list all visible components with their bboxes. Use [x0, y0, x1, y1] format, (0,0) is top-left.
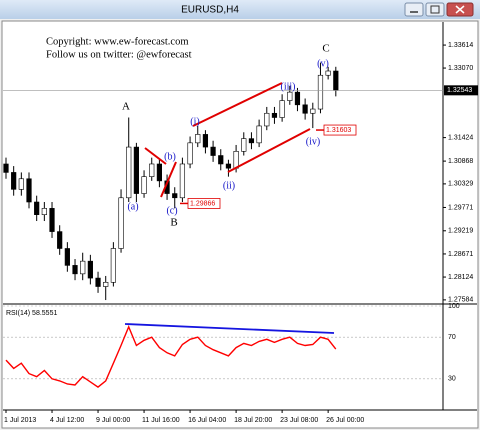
minimize-button[interactable]	[404, 2, 424, 17]
y-tick-label: 1.27584	[448, 297, 473, 304]
candle-body	[110, 248, 116, 283]
x-tick-label: 9 Jul 00:00	[96, 417, 130, 424]
candle-body	[133, 146, 139, 194]
x-tick-label: 11 Jul 16:00	[142, 417, 180, 424]
candle-body	[26, 178, 32, 203]
x-tick-label: 18 Jul 20:00	[234, 417, 272, 424]
candle-body	[156, 163, 163, 182]
candle-body	[80, 260, 86, 275]
candle-body	[149, 163, 155, 177]
current-price-label: 1.32543	[447, 87, 472, 94]
title-bar	[0, 0, 480, 19]
wave-label: (iii)	[281, 81, 296, 92]
candle-body	[103, 281, 109, 287]
candle-body	[179, 163, 186, 199]
candle-body	[18, 178, 24, 190]
window-title: EURUSD,H4	[181, 5, 239, 16]
candle-body	[302, 104, 308, 114]
trend-line	[160, 161, 177, 198]
wave-label: (ii)	[223, 180, 235, 191]
rsi-label: RSI(14) 58.5551	[6, 310, 57, 317]
x-tick-label: 16 Jul 04:00	[188, 417, 226, 424]
x-tick-label: 26 Jul 00:00	[326, 417, 364, 424]
y-tick-label: 1.28124	[448, 274, 473, 281]
trend-line	[192, 82, 283, 127]
y-tick-label: 1.31424	[448, 134, 473, 141]
rsi-tick-label: 100	[448, 303, 460, 310]
level-label: 1.31603	[326, 127, 351, 134]
level-label: 1.29866	[190, 200, 215, 207]
candle-body	[64, 248, 70, 266]
candle-body	[141, 176, 147, 194]
candle-body	[225, 163, 232, 169]
chart-area	[1, 20, 479, 429]
maximize-icon	[430, 5, 440, 14]
rsi-tick-label: 30	[448, 376, 456, 383]
candle-body	[210, 146, 216, 156]
candle-body	[325, 70, 331, 76]
maximize-button[interactable]	[425, 2, 445, 17]
y-tick-label: 1.29219	[448, 228, 473, 235]
candle-body	[72, 265, 78, 275]
candle-body	[264, 112, 270, 127]
wave-label: (c)	[166, 205, 177, 216]
wave-label: C	[322, 43, 329, 55]
y-tick-label: 1.30329	[448, 181, 473, 188]
candle-body	[95, 277, 101, 287]
y-tick-label: 1.28671	[448, 251, 473, 258]
trend-line	[144, 147, 167, 165]
rsi-tick-label: 70	[448, 334, 456, 341]
y-tick-label: 1.29771	[448, 204, 473, 211]
y-tick-label: 1.33614	[448, 42, 473, 49]
x-tick-label: 4 Jul 12:00	[50, 417, 84, 424]
candle-body	[279, 100, 285, 118]
candle-body	[34, 201, 40, 215]
candle-body	[241, 138, 247, 152]
candle-body	[310, 108, 316, 114]
trend-line	[227, 128, 311, 173]
wave-label: A	[122, 101, 130, 113]
level-box	[323, 124, 357, 136]
candle-body	[187, 142, 193, 165]
x-tick-label: 1 Jul 2013	[4, 417, 36, 424]
candle-body	[218, 155, 224, 165]
candle-body	[87, 260, 93, 279]
wave-label: (b)	[164, 151, 176, 162]
candle-body	[172, 193, 178, 199]
wave-label: B	[170, 217, 177, 229]
twitter-note: Follow us on twitter: @ewforecast	[46, 49, 192, 60]
candle-body	[202, 134, 209, 148]
candle-body	[317, 74, 324, 110]
candle-body	[195, 134, 201, 144]
wave-label: (v)	[317, 58, 329, 69]
copyright-note: Copyright: www.ew-forecast.com	[46, 36, 189, 47]
candle-body	[256, 125, 262, 144]
close-icon	[455, 5, 465, 14]
candle-body	[41, 208, 47, 215]
y-tick-label: 1.33070	[448, 65, 473, 72]
current-price-box	[444, 85, 478, 96]
candle-body	[126, 146, 132, 199]
candle-body	[11, 172, 17, 190]
window-buttons[interactable]	[404, 2, 474, 17]
candle-body	[248, 138, 255, 144]
wave-label: (i)	[190, 116, 199, 127]
divergence-line	[124, 323, 335, 334]
candle-body	[3, 163, 9, 173]
candle-body	[287, 91, 293, 101]
candle-body	[294, 91, 301, 106]
candle-body	[57, 231, 63, 249]
candle-body	[233, 151, 239, 169]
x-tick-label: 23 Jul 08:00	[280, 417, 318, 424]
level-box	[187, 198, 221, 209]
candle-body	[271, 112, 278, 118]
y-tick-label: 1.30868	[448, 158, 473, 165]
wave-label: (a)	[127, 201, 138, 212]
candle-body	[118, 197, 124, 249]
rsi-line	[5, 324, 337, 388]
wave-label: (iv)	[306, 136, 320, 147]
candle-body	[333, 70, 339, 91]
candle-body	[49, 208, 55, 232]
